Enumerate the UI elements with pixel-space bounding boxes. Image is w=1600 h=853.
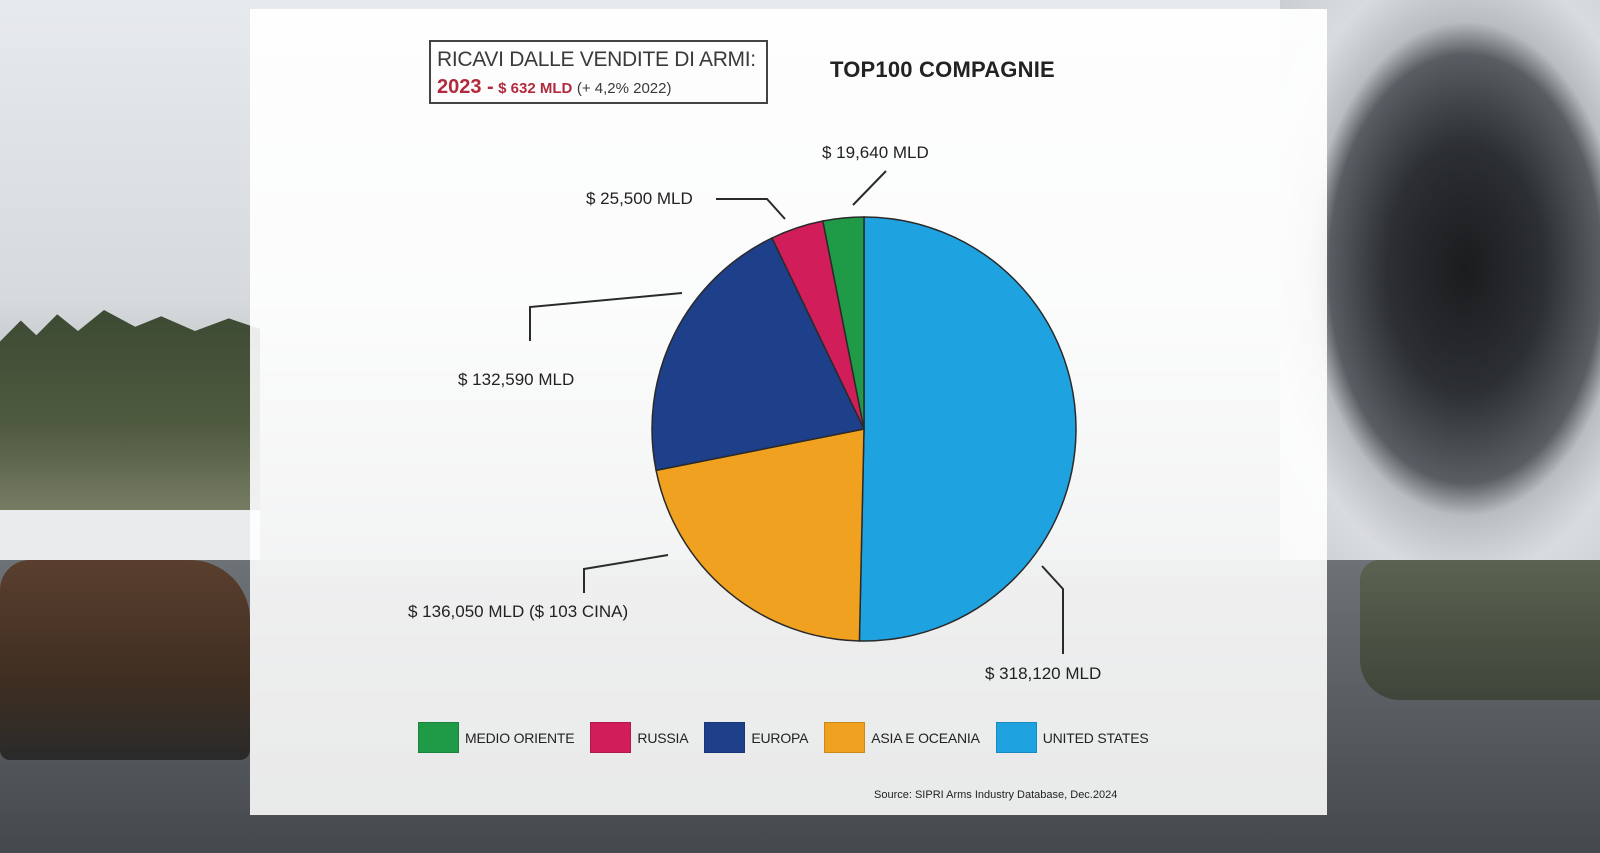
leader-line-medio-oriente (852, 170, 887, 206)
legend-swatch (995, 722, 1037, 753)
legend-label: UNITED STATES (1042, 729, 1149, 746)
leader-line-russia (716, 198, 786, 220)
background-tank (1360, 560, 1600, 700)
legend-swatch (418, 722, 459, 753)
legend-item-europa: EUROPA (704, 722, 808, 753)
headline-total: $ 632 MLD (498, 80, 573, 97)
infographic-panel: RICAVI DALLE VENDITE DI ARMI: 2023 - $ 6… (250, 9, 1327, 815)
pie-slice-united-states (858, 216, 1077, 642)
legend-label: RUSSIA (637, 729, 689, 746)
headline-box: RICAVI DALLE VENDITE DI ARMI: 2023 - $ 6… (429, 40, 768, 104)
legend-swatch (704, 722, 746, 753)
legend-item-asia-e-oceania: ASIA E OCEANIA (824, 722, 980, 753)
headline-title: RICAVI DALLE VENDITE DI ARMI: (437, 48, 756, 71)
pie-slice-asia-e-oceania (655, 428, 865, 642)
leader-line-united-states (1041, 565, 1064, 654)
pie-slice-medio-oriente (821, 216, 865, 430)
data-label-united-states: $ 318,120 MLD (985, 664, 1101, 683)
legend-label: EUROPA (751, 729, 809, 746)
data-label-medio-oriente: $ 19,640 MLD (822, 143, 929, 162)
data-label-europa: $ 132,590 MLD (458, 370, 574, 389)
background-vehicle (0, 560, 250, 760)
tank-barrel-image (1280, 0, 1600, 560)
pie-slice-europa (651, 236, 866, 472)
legend-label: MEDIO ORIENTE (465, 729, 575, 746)
headline-year: 2023 - (437, 76, 494, 98)
leader-line-asia-e-oceania (583, 554, 669, 593)
headline-change: (+ 4,2% 2022) (576, 80, 672, 97)
source-note: Source: SIPRI Arms Industry Database, De… (874, 789, 1118, 801)
pie-chart: $ 318,120 MLD $ 136,050 MLD ($ 103 CINA) $… (408, 143, 1101, 683)
legend-item-medio-oriente: MEDIO ORIENTE (418, 722, 575, 753)
legend-swatch (824, 722, 866, 753)
data-label-russia: $ 25,500 MLD (586, 189, 693, 208)
chart-legend: MEDIO ORIENTE RUSSIA EUROPA ASIA E OCEANIA U… (418, 722, 1165, 753)
leader-line-europa (529, 292, 683, 341)
legend-item-russia: RUSSIA (590, 722, 689, 753)
background-trees (0, 310, 260, 520)
legend-label: ASIA E OCEANIA (871, 729, 980, 746)
data-label-asia-e-oceania: $ 136,050 MLD ($ 103 CINA) (408, 602, 628, 621)
legend-item-united-states: UNITED STATES (995, 722, 1149, 753)
legend-swatch (590, 722, 632, 753)
chart-title: TOP100 COMPAGNIE (830, 57, 1055, 82)
